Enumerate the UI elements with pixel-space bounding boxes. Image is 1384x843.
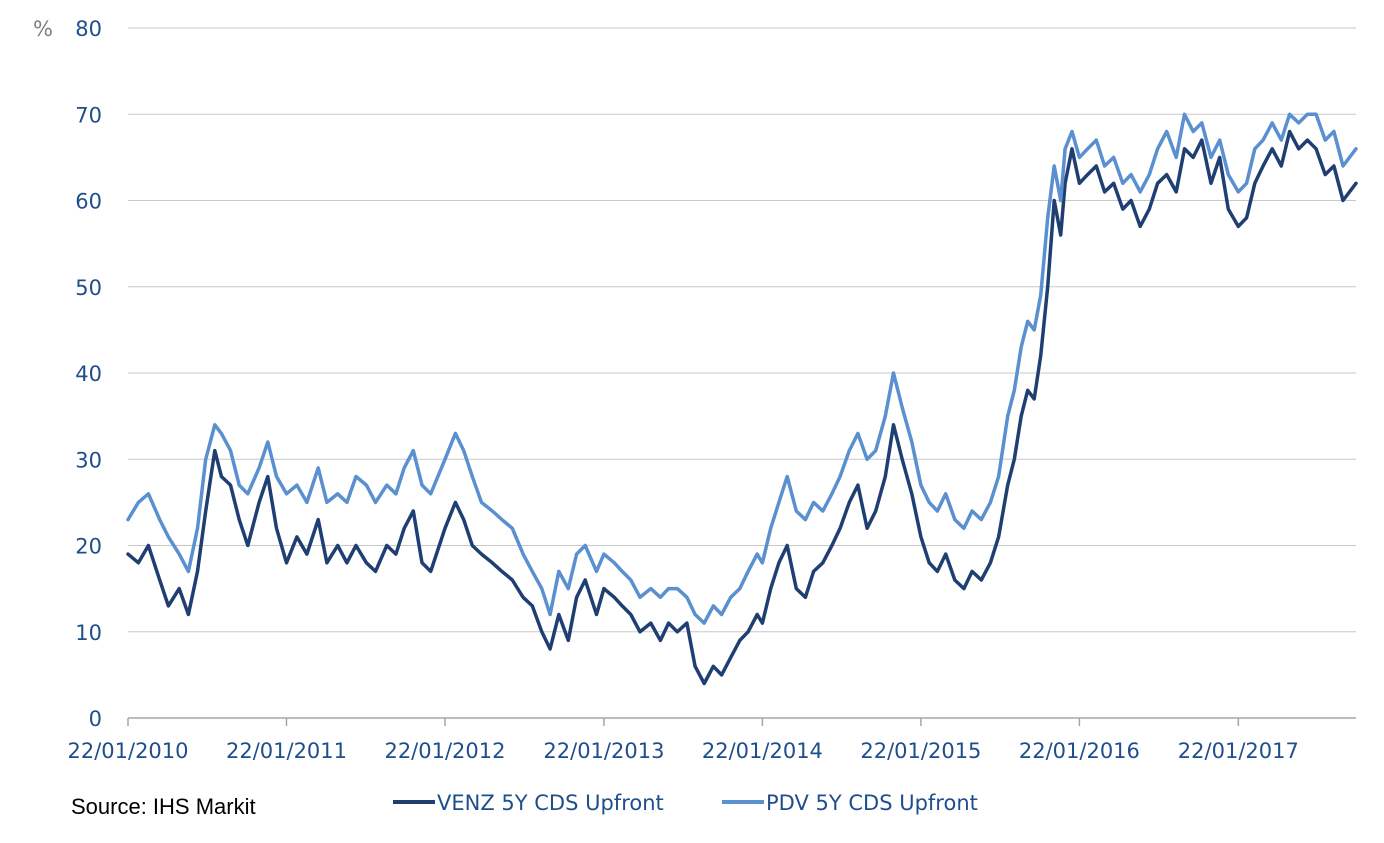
- y-axis: 0 10 20 30 40 50 60 70 80: [75, 17, 102, 731]
- legend-label-0: VENZ 5Y CDS Upfront: [437, 791, 664, 815]
- y-tick-label: 60: [75, 190, 102, 214]
- y-tick-label: 20: [75, 535, 102, 559]
- y-tick-label: 0: [89, 707, 102, 731]
- x-tick-label: 22/01/2017: [1178, 739, 1299, 763]
- x-axis: 22/01/2010 22/01/2011 22/01/2012 22/01/2013…: [67, 717, 1356, 763]
- series-line-1: [126, 112, 1358, 625]
- x-tick-label: 22/01/2012: [384, 739, 505, 763]
- x-tick-label: 22/01/2016: [1019, 739, 1140, 763]
- x-tick-label: 22/01/2013: [543, 739, 664, 763]
- x-tick-label: 22/01/2011: [226, 739, 347, 763]
- legend: VENZ 5Y CDS Upfront PDV 5Y CDS Upfront: [393, 791, 978, 815]
- x-tick-label: 22/01/2014: [702, 739, 823, 763]
- source-note: Source: IHS Markit: [71, 794, 256, 819]
- series-line-0: [126, 129, 1358, 686]
- gridlines: [128, 27, 1356, 633]
- x-tick-label: 22/01/2010: [67, 739, 188, 763]
- y-tick-label: 40: [75, 362, 102, 386]
- y-tick-label: 80: [75, 17, 102, 41]
- y-tick-label: 50: [75, 276, 102, 300]
- y-unit-label: %: [33, 17, 53, 41]
- y-tick-label: 70: [75, 103, 102, 127]
- y-tick-label: 30: [75, 448, 102, 472]
- series-lines: [126, 112, 1358, 686]
- y-tick-label: 10: [75, 621, 102, 645]
- x-tick-label: 22/01/2015: [860, 739, 981, 763]
- legend-label-1: PDV 5Y CDS Upfront: [766, 791, 978, 815]
